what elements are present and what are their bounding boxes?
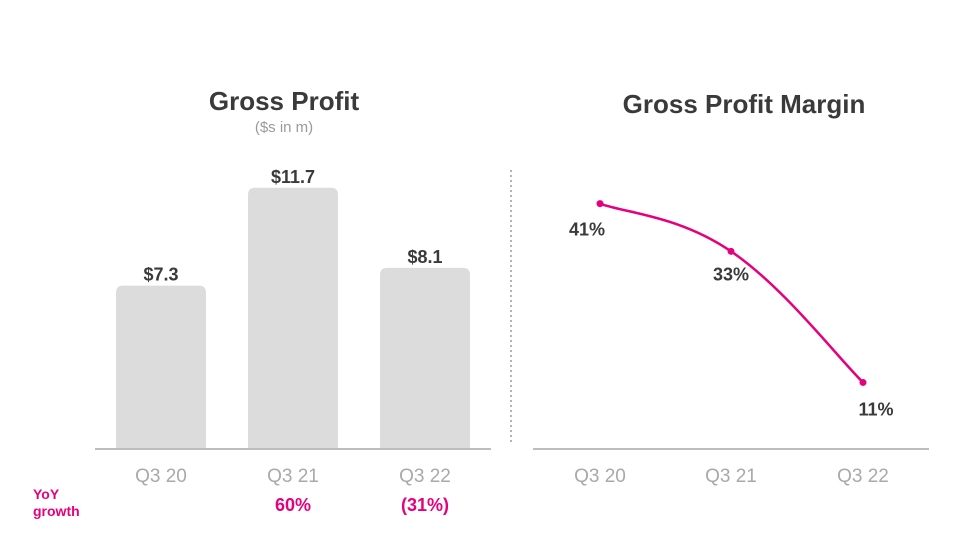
margin-point-2 [859, 378, 867, 386]
yoy-growth-label: YoY growth [33, 486, 80, 519]
bar-category-label-0: Q3 20 [135, 466, 187, 487]
margin-value-label-1: 33% [713, 264, 749, 284]
margin-value-label-2: 11% [858, 399, 893, 419]
gross-profit-title: Gross Profit [208, 86, 360, 116]
bar-value-label-1: $11.7 [271, 167, 315, 187]
gross-profit-margin-title: Gross Profit Margin [622, 89, 866, 119]
bar-category-label-2: Q3 22 [399, 466, 451, 487]
margin-line-series [599, 202, 864, 384]
margin-point-1 [727, 247, 735, 255]
margin-value-label-0: 41% [569, 220, 605, 240]
gross-profit-subtitle: ($s in m) [254, 119, 314, 136]
bar-category-label-1: Q3 21 [267, 466, 319, 487]
margin-category-label-1: Q3 21 [705, 466, 757, 487]
bar-value-label-0: $7.3 [143, 265, 178, 285]
bar-2 [380, 267, 470, 448]
bar-0 [116, 285, 206, 448]
bar-value-label-2: $8.1 [407, 247, 442, 267]
growth-label-2: (31%) [401, 495, 449, 515]
margin-point-0 [596, 200, 604, 208]
bar-1 [248, 187, 338, 449]
margin-category-label-2: Q3 22 [837, 466, 889, 487]
growth-label-1: 60% [275, 495, 311, 515]
margin-category-label-0: Q3 20 [574, 466, 626, 487]
